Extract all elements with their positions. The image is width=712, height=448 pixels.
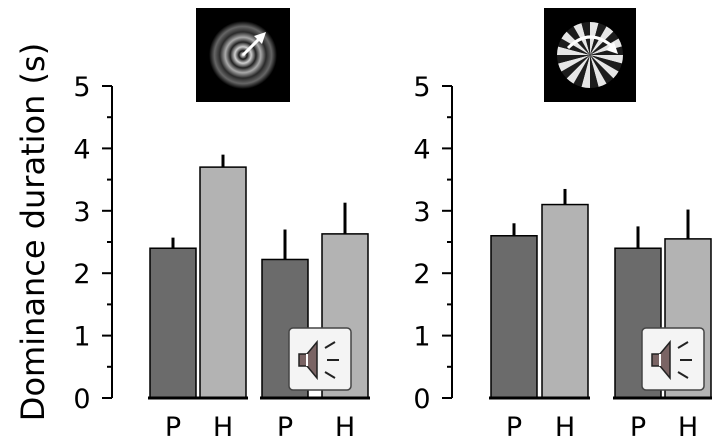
- grating-spoke: [566, 55, 590, 84]
- rotating-grating-stimulus-icon: [544, 8, 636, 102]
- y-tick-label: 4: [73, 134, 90, 165]
- grating-spoke: [590, 55, 619, 79]
- grating-spoke: [590, 31, 619, 55]
- grating-spoke: [573, 55, 590, 87]
- y-tick-label: 3: [413, 197, 430, 228]
- grating-spoke: [557, 46, 590, 55]
- y-axis-label: Dominance duration (s): [14, 43, 52, 421]
- y-tick-label: 4: [413, 134, 430, 165]
- grating-spoke: [558, 55, 590, 72]
- expanding-rings-stimulus-icon: [196, 8, 290, 102]
- bar-chart-panel-1: 0 1 2 3 4 5 P H P H: [73, 72, 370, 443]
- y-tick-label: 1: [413, 322, 430, 353]
- grating-spoke: [590, 55, 623, 64]
- grating-spoke: [558, 38, 590, 55]
- y-tick-label: 5: [73, 72, 90, 103]
- category-label: P: [277, 412, 293, 443]
- grating-spoke: [590, 55, 599, 88]
- y-tick-label: 0: [73, 384, 90, 415]
- bar-h: [199, 166, 247, 399]
- y-tick-label: 0: [413, 384, 430, 415]
- y-tick-label: 5: [413, 72, 430, 103]
- y-tick-label: 1: [73, 322, 90, 353]
- category-label: H: [213, 412, 233, 443]
- category-label: P: [165, 412, 181, 443]
- grating-spoke: [561, 55, 590, 79]
- grating-spoke: [557, 55, 590, 64]
- category-label: P: [630, 412, 646, 443]
- y-tick-label: 3: [73, 197, 90, 228]
- category-label: H: [335, 412, 355, 443]
- bar-p: [149, 247, 197, 399]
- grating-spoke: [581, 55, 590, 88]
- grating-spoke: [590, 55, 607, 87]
- grating-spoke: [590, 55, 622, 72]
- bar-h: [541, 203, 589, 399]
- y-tick-label: 2: [73, 259, 90, 290]
- y-tick-label: 2: [413, 259, 430, 290]
- bar-chart-panel-2: 0 1 2 3 4 5 P H P H: [413, 72, 712, 443]
- bar-p: [490, 235, 538, 399]
- speaker-icon: [641, 327, 705, 391]
- category-label: H: [678, 412, 698, 443]
- category-label: P: [506, 412, 522, 443]
- category-label: H: [555, 412, 575, 443]
- grating-spoke: [590, 55, 614, 84]
- speaker-icon: [288, 327, 352, 391]
